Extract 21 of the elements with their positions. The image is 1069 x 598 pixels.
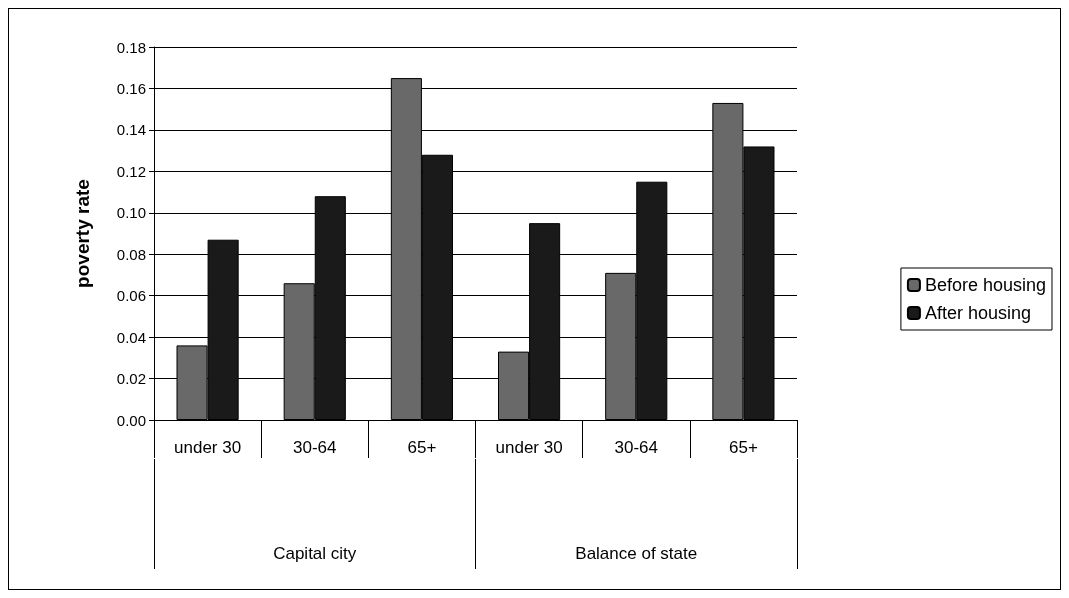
y-tick-label: 0.00 [116, 411, 146, 429]
legend-label: After housing [924, 303, 1031, 323]
x-tick-label: 65+ [407, 437, 437, 457]
y-axis-title: poverty rate [72, 179, 93, 288]
y-tick-label: 0.12 [116, 162, 146, 180]
x-tick-label: 30-64 [293, 437, 337, 457]
y-tick-label: 0.04 [116, 328, 146, 346]
legend-label: Before housing [924, 275, 1047, 295]
y-tick-label: 0.06 [116, 287, 146, 305]
y-tick-label: 0.16 [116, 79, 146, 97]
text: Capital city [273, 544, 357, 563]
y-tick-label: 0.02 [116, 370, 146, 388]
x-tick-label: 30-64 [614, 437, 658, 457]
x-tick-label: under 30 [174, 437, 242, 457]
x-tick-label: under 30 [495, 437, 563, 457]
y-tick-label: 0.08 [116, 245, 146, 263]
x-tick-label: 65+ [728, 437, 758, 457]
y-tick-label: 0.10 [116, 204, 146, 222]
text: Balance of state [575, 544, 698, 563]
y-tick-label: 0.14 [116, 121, 146, 139]
y-tick-label: 0.18 [116, 38, 146, 56]
